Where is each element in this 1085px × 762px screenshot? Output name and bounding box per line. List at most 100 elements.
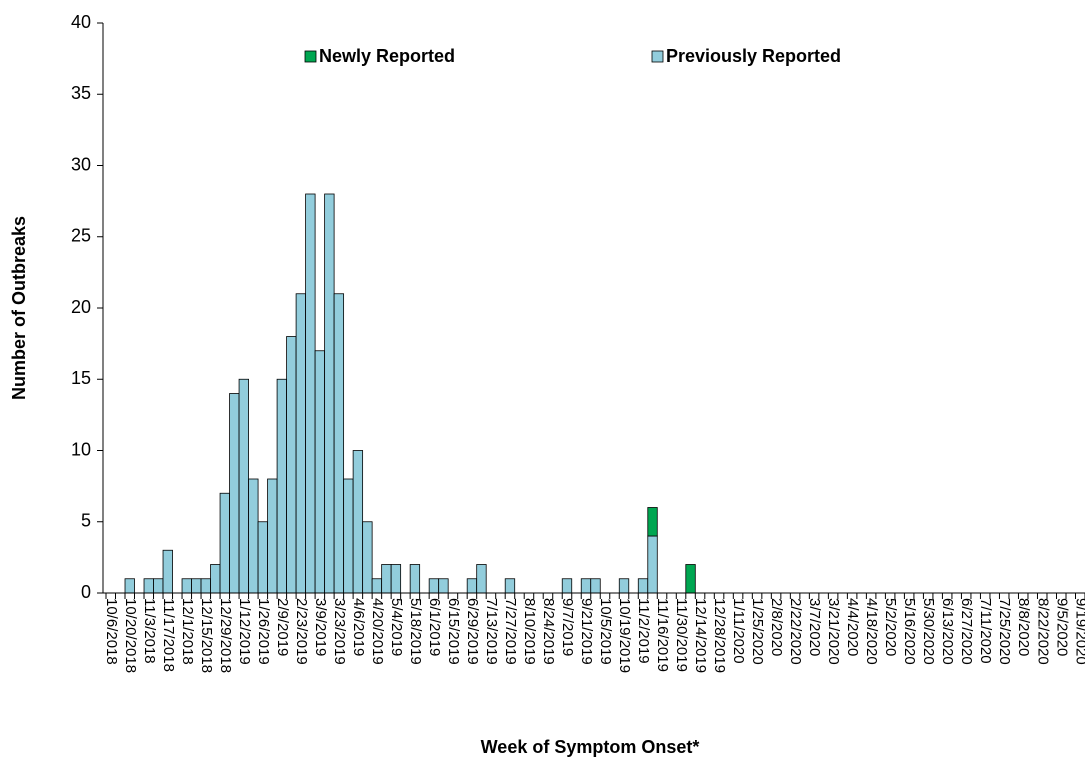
bar xyxy=(153,578,164,594)
bar xyxy=(590,578,601,594)
bar xyxy=(333,293,345,594)
x-tick-label: 6/29/2019 xyxy=(464,598,481,665)
y-tick-label: 35 xyxy=(71,83,91,103)
bar xyxy=(371,578,383,594)
bar xyxy=(409,564,421,594)
x-tick-label: 7/11/2020 xyxy=(977,598,994,664)
bar xyxy=(438,578,449,594)
x-tick-label: 6/13/2020 xyxy=(939,598,956,665)
bar xyxy=(219,492,230,594)
x-tick-label: 9/5/2020 xyxy=(1053,598,1070,656)
x-tick-label: 6/15/2019 xyxy=(445,598,462,665)
bar xyxy=(362,521,373,594)
x-tick-label: 8/10/2019 xyxy=(521,598,538,665)
x-tick-label: 2/8/2020 xyxy=(768,598,785,656)
x-tick-label: 12/1/2018 xyxy=(179,598,196,665)
x-tick-label: 4/4/2020 xyxy=(844,598,861,656)
x-tick-label: 2/22/2020 xyxy=(787,598,804,665)
legend-label: Newly Reported xyxy=(319,46,455,66)
x-tick-label: 4/20/2019 xyxy=(369,598,386,665)
x-tick-label: 2/23/2019 xyxy=(293,598,310,665)
bar xyxy=(637,578,649,594)
x-tick-label: 12/28/2019 xyxy=(711,598,728,673)
x-tick-label: 1/12/2019 xyxy=(236,598,253,665)
bar xyxy=(580,578,592,594)
x-tick-label: 7/25/2020 xyxy=(996,598,1013,665)
x-tick-label: 11/16/2019 xyxy=(654,598,671,672)
x-tick-label: 5/30/2020 xyxy=(920,598,937,665)
y-tick-label: 15 xyxy=(71,368,91,388)
x-tick-label: 8/22/2020 xyxy=(1034,598,1051,665)
bar xyxy=(286,336,297,594)
bar xyxy=(618,578,630,594)
x-tick-label: 11/30/2019 xyxy=(673,598,690,672)
bar xyxy=(124,578,135,594)
bar xyxy=(162,549,173,594)
y-tick-label: 5 xyxy=(81,511,91,531)
bar xyxy=(210,564,221,594)
bar xyxy=(324,193,335,594)
x-tick-label: 2/9/2019 xyxy=(274,598,291,656)
bar xyxy=(191,578,202,594)
x-tick-label: 3/23/2019 xyxy=(331,598,348,665)
bar xyxy=(200,578,211,594)
bar xyxy=(647,507,658,537)
x-tick-label: 5/16/2020 xyxy=(901,598,918,665)
y-tick-label: 30 xyxy=(71,154,91,174)
bar xyxy=(352,450,364,594)
x-axis-title: Week of Symptom Onset* xyxy=(481,737,700,757)
y-axis-title: Number of Outbreaks xyxy=(9,216,29,400)
x-tick-label: 5/2/2020 xyxy=(882,598,899,656)
x-tick-label: 6/27/2020 xyxy=(958,598,975,665)
x-tick-label: 1/26/2019 xyxy=(255,598,272,665)
x-tick-label: 12/14/2019 xyxy=(692,598,709,673)
x-tick-label: 9/19/2020 xyxy=(1072,598,1085,665)
bar xyxy=(305,193,316,594)
x-tick-label: 3/9/2019 xyxy=(312,598,329,656)
bar xyxy=(476,564,487,594)
bar xyxy=(390,564,402,594)
bar xyxy=(466,578,478,594)
y-tick-label: 25 xyxy=(71,226,91,246)
x-tick-label: 10/19/2019 xyxy=(616,598,633,673)
bar xyxy=(257,521,268,594)
bar xyxy=(314,350,326,594)
x-tick-label: 11/3/2018 xyxy=(141,598,158,664)
bar xyxy=(647,535,658,594)
x-tick-label: 8/24/2019 xyxy=(540,598,557,665)
bar xyxy=(276,378,287,594)
bar xyxy=(229,393,240,594)
x-tick-label: 4/6/2019 xyxy=(350,598,367,656)
bar xyxy=(267,478,278,594)
x-tick-label: 11/17/2018 xyxy=(160,598,177,672)
y-tick-label: 20 xyxy=(71,297,91,317)
bar xyxy=(295,293,307,594)
legend-label: Previously Reported xyxy=(666,46,841,66)
x-tick-label: 6/1/2019 xyxy=(426,598,443,656)
legend-swatch xyxy=(651,50,664,63)
bar xyxy=(428,578,440,594)
bar xyxy=(181,578,192,594)
x-tick-label: 1/11/2020 xyxy=(730,598,747,664)
y-tick-label: 10 xyxy=(71,439,91,459)
y-tick-label: 0 xyxy=(81,582,91,602)
x-tick-label: 12/15/2018 xyxy=(198,598,215,673)
bar xyxy=(504,578,516,594)
bar xyxy=(561,578,573,594)
x-tick-label: 4/18/2020 xyxy=(863,598,880,665)
legend-swatch xyxy=(304,50,317,63)
bar xyxy=(248,478,259,594)
x-tick-label: 3/7/2020 xyxy=(806,598,823,656)
x-tick-label: 1/25/2020 xyxy=(749,598,766,665)
y-tick-label: 40 xyxy=(71,12,91,32)
x-tick-label: 10/20/2018 xyxy=(122,598,139,673)
x-tick-label: 9/7/2019 xyxy=(559,598,576,656)
bar xyxy=(238,378,249,594)
x-tick-label: 5/4/2019 xyxy=(388,598,405,656)
x-tick-label: 10/6/2018 xyxy=(103,598,120,665)
x-tick-label: 10/5/2019 xyxy=(597,598,614,665)
x-tick-label: 8/8/2020 xyxy=(1015,598,1032,656)
x-tick-label: 12/29/2018 xyxy=(217,598,234,673)
bar xyxy=(685,564,696,594)
bar xyxy=(343,478,354,594)
